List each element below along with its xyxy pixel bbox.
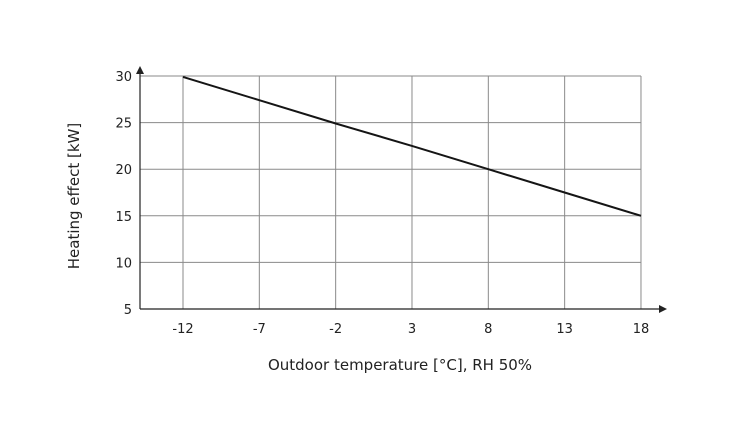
y-axis-title: Heating effect [kW] bbox=[65, 123, 83, 269]
x-axis-title: Outdoor temperature [°C], RH 50% bbox=[268, 356, 532, 374]
x-tick-label: 18 bbox=[633, 322, 650, 337]
axes bbox=[136, 66, 667, 313]
y-tick-labels: 5 10 15 20 25 30 bbox=[115, 70, 132, 318]
x-axis-arrow bbox=[659, 305, 667, 313]
y-tick-label: 20 bbox=[115, 163, 132, 178]
x-tick-label: -2 bbox=[329, 322, 342, 337]
series-line bbox=[182, 75, 642, 217]
y-axis-arrow bbox=[136, 66, 144, 74]
x-tick-label: -12 bbox=[172, 322, 193, 337]
x-tick-label: 13 bbox=[556, 322, 573, 337]
grid bbox=[140, 75, 642, 309]
x-tick-label: -7 bbox=[253, 322, 266, 337]
y-tick-label: 5 bbox=[124, 303, 132, 318]
x-tick-labels: -12 -7 -2 3 8 13 18 bbox=[172, 322, 649, 337]
x-tick-label: 3 bbox=[408, 322, 416, 337]
y-tick-label: 15 bbox=[115, 210, 132, 225]
y-tick-label: 30 bbox=[115, 70, 132, 85]
y-tick-label: 10 bbox=[115, 256, 132, 271]
y-tick-label: 25 bbox=[115, 117, 132, 132]
x-tick-label: 8 bbox=[484, 322, 492, 337]
